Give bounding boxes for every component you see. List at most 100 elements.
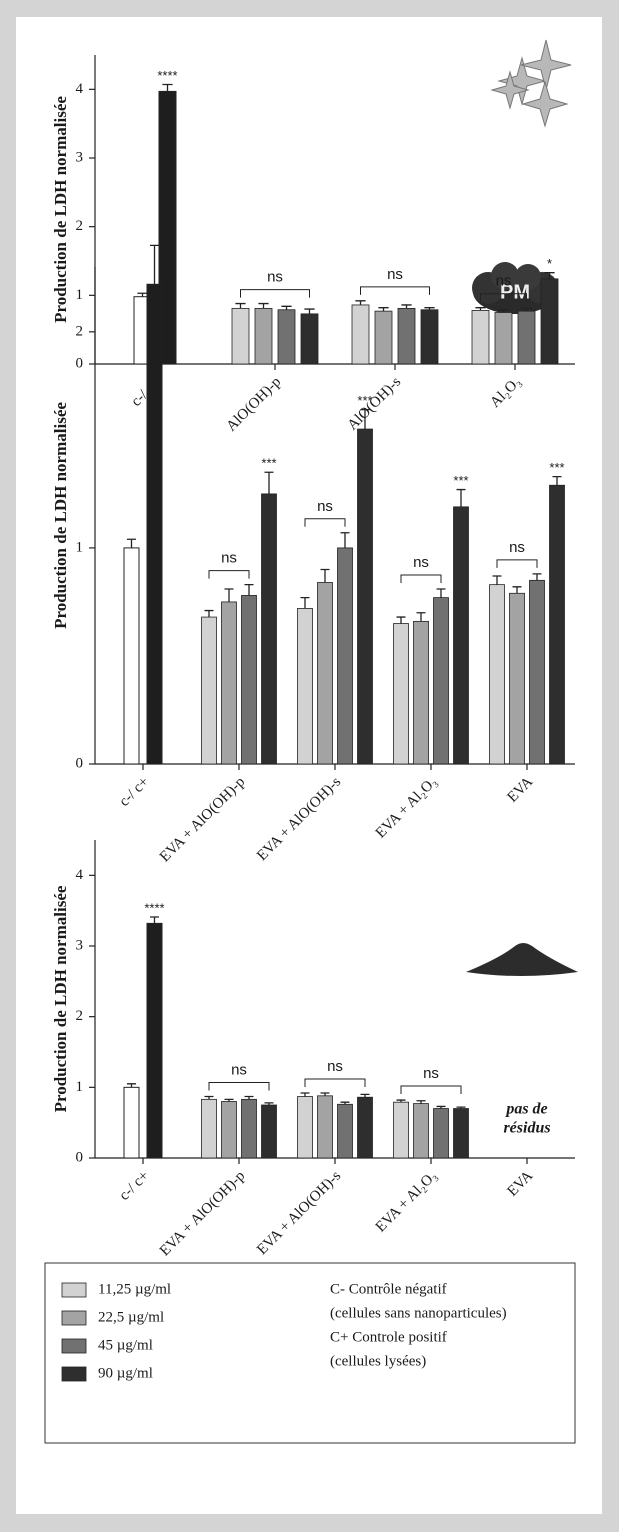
bracket [400,574,442,583]
bracket [480,293,527,302]
pm-badge: PM [500,281,530,303]
error-bar [378,307,389,312]
y-tick-label: 1 [76,539,84,555]
legend-note: C+ Controle positif [330,1329,447,1345]
error-bar [532,573,542,581]
bar [420,309,439,365]
bar [494,312,513,365]
error-bar [396,616,406,624]
error-bar [360,408,370,430]
note: résidus [503,1120,550,1137]
error-bar [162,83,173,92]
bracket-label: ns [221,550,237,567]
error-bar [127,538,136,548]
error-bar [244,1095,254,1100]
control-bar [146,283,163,765]
y-axis-label: Production de LDH normalisée [51,885,70,1112]
note: pas de [504,1101,547,1118]
bracket [496,559,538,568]
bar [357,428,373,765]
bar [393,623,409,765]
error-bar [416,612,426,622]
bracket [304,518,346,527]
bar [351,304,370,365]
bar [393,1101,409,1159]
error-bar [544,272,555,279]
error-bar [204,1095,214,1100]
bar [231,307,250,365]
bar [254,307,273,365]
y-tick-label: 2 [76,218,84,234]
error-bar [512,586,522,594]
error-bar [264,471,274,494]
error-bar [150,244,159,285]
error-bar [360,1093,370,1098]
bar [397,307,416,365]
bracket [304,1078,366,1087]
legend-swatch [61,1366,87,1382]
bracket-label: ns [327,1058,343,1075]
bar [517,310,536,365]
significance-mark: *** [453,473,468,488]
bracket-label: ns [387,266,403,283]
legend-box [44,1262,576,1444]
legend-label: 45 µg/ml [98,1337,153,1353]
significance-mark: * [547,256,552,271]
bar [433,597,449,765]
error-bar [492,575,502,585]
bar [549,484,565,765]
significance-mark: **** [144,900,164,915]
error-bar [401,304,412,309]
bar [201,616,217,765]
y-tick-label: 2 [76,323,84,339]
error-bar [320,568,330,583]
significance-mark: **** [157,68,177,83]
legend-note: (cellules sans nanoparticules) [330,1305,507,1321]
bracket-label: ns [496,273,512,290]
error-bar [137,292,148,297]
legend-label: 90 µg/ml [98,1365,153,1381]
error-bar [436,588,446,598]
bar [453,1108,469,1159]
bar [509,592,525,765]
sparkle-icon [490,39,572,128]
bracket [208,570,250,579]
bracket-label: ns [423,1065,439,1082]
y-tick-label: 4 [76,81,84,97]
error-bar [424,307,435,310]
y-tick-label: 1 [76,1079,84,1095]
bar [540,278,559,365]
bracket [208,1082,270,1091]
error-bar [235,302,246,309]
legend-label: 11,25 µg/ml [98,1281,171,1297]
y-tick-label: 0 [76,1149,84,1165]
y-tick-label: 3 [76,937,84,953]
legend-note: (cellules lysées) [330,1353,426,1369]
bracket-label: ns [317,498,333,515]
legend-note: C- Contrôle négatif [330,1281,447,1297]
error-bar [224,1098,234,1102]
bar [471,310,490,365]
error-bar [258,302,269,309]
error-bar [456,1106,466,1109]
bar [261,1104,277,1159]
legend-swatch [61,1310,87,1326]
y-axis-label: Production de LDH normalisée [51,402,70,629]
significance-mark: *** [549,460,564,475]
control-bar [146,922,163,1159]
bracket-label: ns [509,539,525,556]
error-bar [244,583,254,596]
bar [529,579,545,765]
bar [374,310,393,365]
error-bar [320,1092,330,1096]
error-bar [355,300,366,305]
error-bar [340,1101,350,1105]
error-bar [300,596,310,609]
y-tick-label: 0 [76,755,84,771]
y-axis-label: Production de LDH normalisée [51,96,70,323]
bracket [240,289,310,298]
error-bar [552,475,562,486]
bracket-label: ns [231,1061,247,1078]
